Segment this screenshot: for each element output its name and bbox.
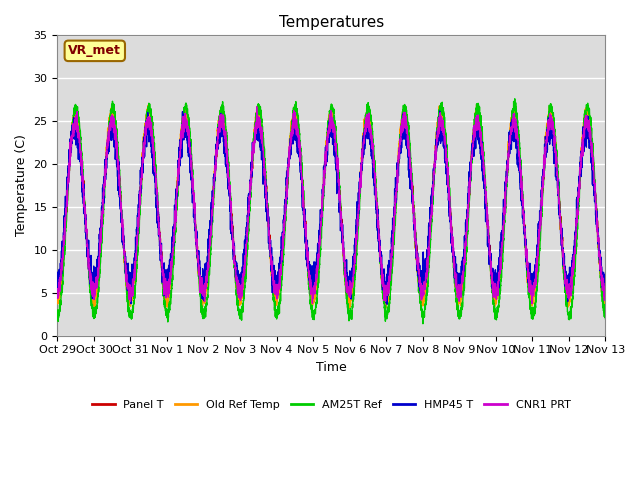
Y-axis label: Temperature (C): Temperature (C): [15, 134, 28, 237]
X-axis label: Time: Time: [316, 361, 347, 374]
Title: Temperatures: Temperatures: [279, 15, 384, 30]
Text: VR_met: VR_met: [68, 44, 121, 57]
Legend: Panel T, Old Ref Temp, AM25T Ref, HMP45 T, CNR1 PRT: Panel T, Old Ref Temp, AM25T Ref, HMP45 …: [88, 395, 575, 414]
